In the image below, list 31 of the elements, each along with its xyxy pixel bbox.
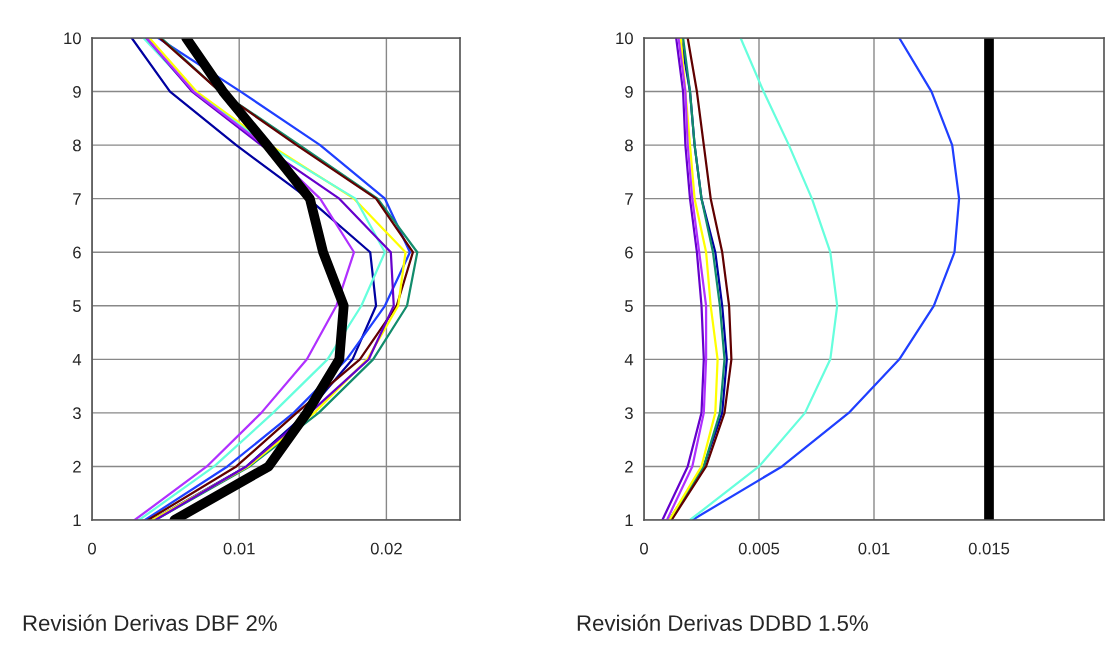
x-tick-label: 0.01 (223, 542, 255, 555)
x-tick-label: 0.01 (858, 542, 890, 555)
y-tick-label: 4 (624, 353, 634, 366)
y-tick-label: 10 (64, 32, 81, 45)
x-tick-label: 0 (88, 542, 96, 555)
text: Revisión Derivas DBF 2% (23, 614, 277, 631)
y-tick-label: 3 (72, 407, 81, 420)
x-tick-label: 0 (640, 542, 648, 555)
y-tick-label: 7 (73, 193, 81, 205)
y-tick-label: 3 (624, 407, 633, 420)
y-tick-label: 9 (73, 85, 81, 98)
y-tick-label: 2 (73, 460, 81, 473)
x-tick-label: 0.005 (738, 542, 780, 555)
y-tick-label: 8 (73, 139, 81, 152)
y-tick-label: 5 (624, 300, 633, 312)
y-tick-label: 4 (72, 353, 82, 366)
y-tick-label: 5 (72, 300, 81, 312)
x-tick-label: 0.02 (370, 542, 402, 555)
y-tick-label: 1 (625, 514, 633, 527)
line-series (691, 38, 961, 520)
x-tick-label: 0.015 (968, 542, 1010, 555)
y-tick-label: 10 (616, 32, 633, 45)
y-tick-label: 6 (73, 246, 81, 259)
y-tick-label: 8 (625, 139, 633, 152)
y-tick-label: 7 (625, 193, 633, 205)
y-tick-label: 1 (73, 514, 81, 527)
text: Revisión Derivas DDBD 1.5% (577, 614, 868, 631)
y-tick-label: 9 (625, 85, 633, 98)
y-tick-label: 6 (625, 246, 633, 259)
line-series (688, 38, 839, 520)
y-tick-label: 2 (625, 460, 633, 473)
